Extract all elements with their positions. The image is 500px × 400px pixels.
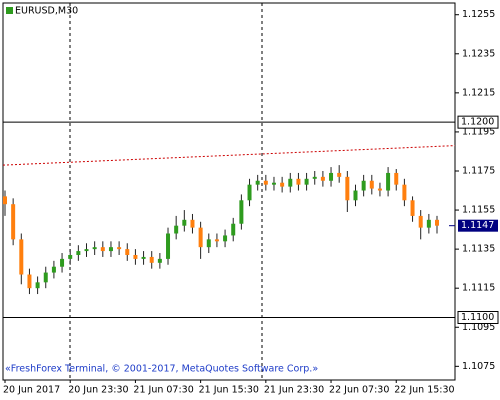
candle-body [239, 200, 244, 224]
x-tick-label: 22 Jun 15:30 [394, 385, 454, 396]
candle-body [345, 176, 350, 201]
footer: «FreshForex Terminal, © 2001-2017, MetaQ… [5, 364, 318, 375]
x-tick-label: 20 Jun 2017 [3, 385, 60, 396]
level-label: 1.1200 [461, 117, 494, 128]
candle-body [108, 247, 113, 252]
candle-body [312, 176, 317, 179]
title-icon [6, 7, 13, 14]
level-label-box [457, 115, 499, 129]
candle-body [92, 247, 97, 250]
y-tick-label: 1.1235 [462, 48, 495, 59]
current-price-box [458, 219, 498, 232]
candle-body [100, 247, 105, 252]
y-tick-label: 1.1195 [462, 126, 495, 137]
x-tick-label: 21 Jun 15:30 [199, 385, 259, 396]
candle-body [247, 184, 252, 201]
candle-body [320, 176, 325, 181]
candle-body [19, 239, 24, 275]
candle-body [51, 266, 56, 273]
candle-body [182, 219, 187, 226]
candle-body [280, 182, 285, 187]
candle-body [377, 188, 382, 191]
y-tick-label: 1.1095 [462, 322, 495, 333]
candle-body [337, 172, 342, 177]
candle-body [206, 239, 211, 248]
trendline [2, 145, 456, 166]
level-label-box [457, 310, 499, 324]
candle-body [190, 219, 195, 228]
candle-body [141, 256, 146, 259]
candle-body [43, 272, 48, 283]
candle-body [329, 172, 334, 181]
candle-body [157, 258, 162, 263]
candle-body [296, 178, 301, 185]
x-tick-label: 22 Jun 07:30 [329, 385, 389, 396]
candle-body [426, 219, 431, 228]
candle-body [435, 219, 439, 226]
candle-body [198, 227, 203, 248]
candle-body [68, 254, 73, 259]
candle-body [27, 274, 32, 289]
candle-body [263, 180, 268, 185]
level-label: 1.1100 [461, 312, 494, 323]
y-tick-label: 1.1175 [462, 165, 495, 176]
candle-body [60, 258, 65, 267]
y-tick-label: 1.1075 [462, 361, 495, 372]
candle-body [255, 180, 260, 185]
candle-body [35, 282, 40, 289]
candle-body [76, 251, 81, 255]
candle-body [174, 225, 179, 234]
y-tick-label: 1.1115 [462, 283, 495, 294]
candle-body [125, 249, 130, 255]
candle-body [361, 180, 366, 191]
candle-body [133, 254, 138, 259]
x-tick-label: 21 Jun 07:30 [133, 385, 193, 396]
candle-body [418, 215, 423, 228]
candle-body [271, 182, 276, 185]
y-tick-label: 1.1135 [462, 244, 495, 255]
x-tick-label: 21 Jun 23:30 [264, 385, 324, 396]
y-tick-label: 1.1255 [462, 9, 495, 20]
candle-body [231, 223, 236, 236]
candle-body [3, 196, 7, 205]
candle-body [117, 247, 122, 250]
candle-body [223, 235, 228, 242]
candle-body [402, 184, 407, 201]
y-tick-label: 1.1215 [462, 87, 495, 98]
plot-frame [2, 2, 456, 381]
candle-body [166, 233, 171, 259]
candle-body [369, 180, 374, 189]
candle-body [304, 178, 309, 185]
candle-body [394, 172, 399, 185]
candle-body [11, 204, 16, 240]
current-price-label: 1.1147 [461, 220, 494, 231]
candle-body [149, 256, 154, 263]
candle-body [288, 178, 293, 187]
candle-body [214, 239, 219, 242]
candle-body [386, 172, 391, 191]
candle-body [410, 200, 415, 216]
candle-body [353, 190, 358, 201]
candle-body [84, 249, 89, 252]
chart-title: EURUSD,M30 [15, 6, 78, 17]
y-tick-label: 1.1155 [462, 205, 495, 216]
x-tick-label: 20 Jun 23:30 [68, 385, 128, 396]
